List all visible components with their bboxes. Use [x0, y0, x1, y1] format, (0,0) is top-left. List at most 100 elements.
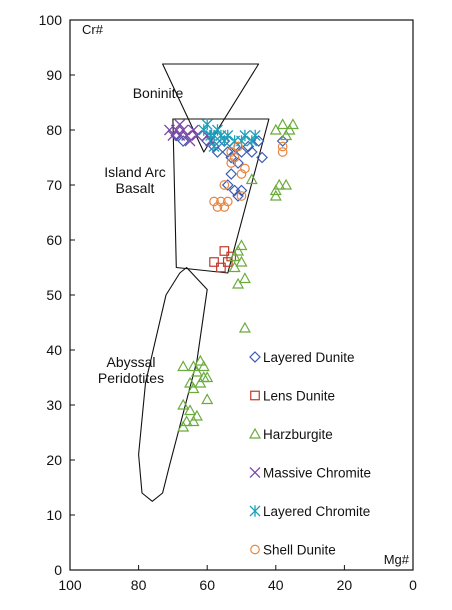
y-tick-label: 50	[46, 287, 62, 303]
point-harzburgite	[187, 360, 200, 372]
point-shell-dunite	[226, 147, 237, 157]
point-layered-dunite	[245, 146, 258, 158]
legend-marker-shell-dunite	[250, 544, 260, 555]
point-harzburgite	[228, 261, 241, 273]
point-shell-dunite	[226, 158, 237, 168]
y-tick-label: 40	[46, 342, 62, 358]
legend-item-lens-dunite: Lens Dunite	[250, 389, 335, 404]
abyssal-peridotites-field-label: Peridotites	[98, 370, 164, 386]
legend-marker-harzburgite	[248, 427, 262, 439]
point-harzburgite	[238, 272, 251, 284]
point-harzburgite	[177, 360, 190, 372]
legend-item-harzburgite: Harzburgite	[248, 427, 333, 442]
y-tick-label: 60	[46, 232, 62, 248]
point-harzburgite	[286, 118, 299, 130]
legend-marker-massive-chromite	[249, 467, 261, 478]
point-layered-dunite	[232, 190, 244, 202]
point-harzburgite	[177, 398, 190, 410]
point-harzburgite	[269, 123, 282, 135]
point-massive-chromite	[174, 119, 186, 130]
point-layered-dunite	[225, 151, 238, 164]
y-axis-label: Cr#	[82, 22, 104, 37]
point-massive-chromite	[181, 130, 193, 141]
point-layered-dunite	[221, 179, 234, 191]
point-lens-dunite	[222, 257, 233, 267]
island-arc-basalt-field	[172, 118, 270, 274]
legend-item-massive-chromite: Massive Chromite	[249, 466, 371, 481]
point-shell-dunite	[216, 196, 226, 207]
x-tick-label: 100	[58, 577, 82, 593]
point-shell-dunite	[233, 141, 243, 152]
series-layered-chromite	[198, 118, 261, 153]
point-shell-dunite	[222, 196, 233, 207]
point-harzburgite	[232, 277, 245, 289]
y-tick-label: 90	[46, 67, 62, 83]
point-shell-dunite	[209, 196, 219, 207]
point-harzburgite	[201, 371, 214, 383]
axes: 0 10 20 30 40 50 60 70 80 90 100 100 80 60 40 20 0	[39, 12, 417, 593]
point-shell-dunite	[236, 169, 247, 179]
boninite-field-label: Boninite	[133, 85, 184, 101]
point-harzburgite	[184, 376, 197, 388]
point-harzburgite	[273, 178, 286, 190]
point-harzburgite	[235, 239, 248, 251]
legend-marker-layered-chromite	[249, 505, 261, 517]
plot-frame	[69, 19, 414, 571]
point-harzburgite	[190, 365, 203, 377]
point-layered-chromite	[201, 118, 213, 131]
point-harzburgite	[269, 184, 282, 196]
point-layered-dunite	[225, 168, 238, 180]
point-shell-dunite	[277, 147, 288, 157]
y-tick-label: 10	[46, 507, 62, 523]
point-harzburgite	[245, 173, 258, 185]
point-layered-dunite	[256, 151, 268, 164]
y-tick-label: 20	[46, 452, 62, 468]
x-tick-label: 20	[337, 577, 353, 593]
point-layered-chromite	[222, 129, 234, 142]
x-tick-label: 60	[199, 577, 215, 593]
point-layered-dunite	[221, 146, 234, 158]
point-shell-dunite	[212, 202, 223, 212]
point-harzburgite	[187, 382, 200, 394]
point-massive-chromite	[191, 130, 203, 141]
point-layered-dunite	[177, 135, 190, 147]
legend-label: Lens Dunite	[263, 389, 335, 404]
x-tick-label: 40	[268, 577, 284, 593]
point-shell-dunite	[219, 202, 230, 212]
series-lens-dunite	[209, 246, 237, 273]
point-harzburgite	[232, 244, 245, 256]
y-tick-label: 80	[46, 122, 62, 138]
legend-marker-lens-dunite	[250, 390, 260, 401]
y-tick-label: 0	[54, 562, 62, 578]
point-shell-dunite	[236, 191, 247, 201]
legend-label: Layered Chromite	[263, 504, 370, 519]
point-harzburgite	[235, 255, 248, 267]
legend-label: Harzburgite	[263, 427, 333, 442]
abyssal-peridotites-field-label: Abyssal	[106, 354, 155, 370]
point-layered-chromite	[249, 129, 261, 142]
point-harzburgite	[177, 420, 190, 432]
boninite-field	[162, 63, 260, 153]
y-tick-label: 70	[46, 177, 62, 193]
point-harzburgite	[194, 376, 207, 388]
point-lens-dunite	[219, 246, 230, 256]
legend-marker-layered-dunite	[249, 351, 261, 363]
point-harzburgite	[228, 250, 241, 262]
series-harzburgite	[177, 118, 299, 432]
y-tick-label: 30	[46, 397, 62, 413]
point-harzburgite	[187, 415, 200, 427]
x-tick-label: 0	[409, 577, 417, 593]
point-layered-chromite	[208, 140, 220, 153]
point-harzburgite	[283, 123, 296, 135]
point-shell-dunite	[277, 141, 288, 152]
point-shell-dunite	[229, 152, 240, 163]
point-harzburgite	[238, 321, 251, 333]
legend-item-layered-dunite: Layered Dunite	[249, 350, 355, 365]
point-harzburgite	[184, 404, 197, 416]
island-arc-basalt-field-label: Island Arc	[104, 164, 165, 180]
legend-label: Layered Dunite	[263, 350, 355, 365]
point-harzburgite	[190, 409, 203, 421]
point-harzburgite	[269, 189, 282, 201]
